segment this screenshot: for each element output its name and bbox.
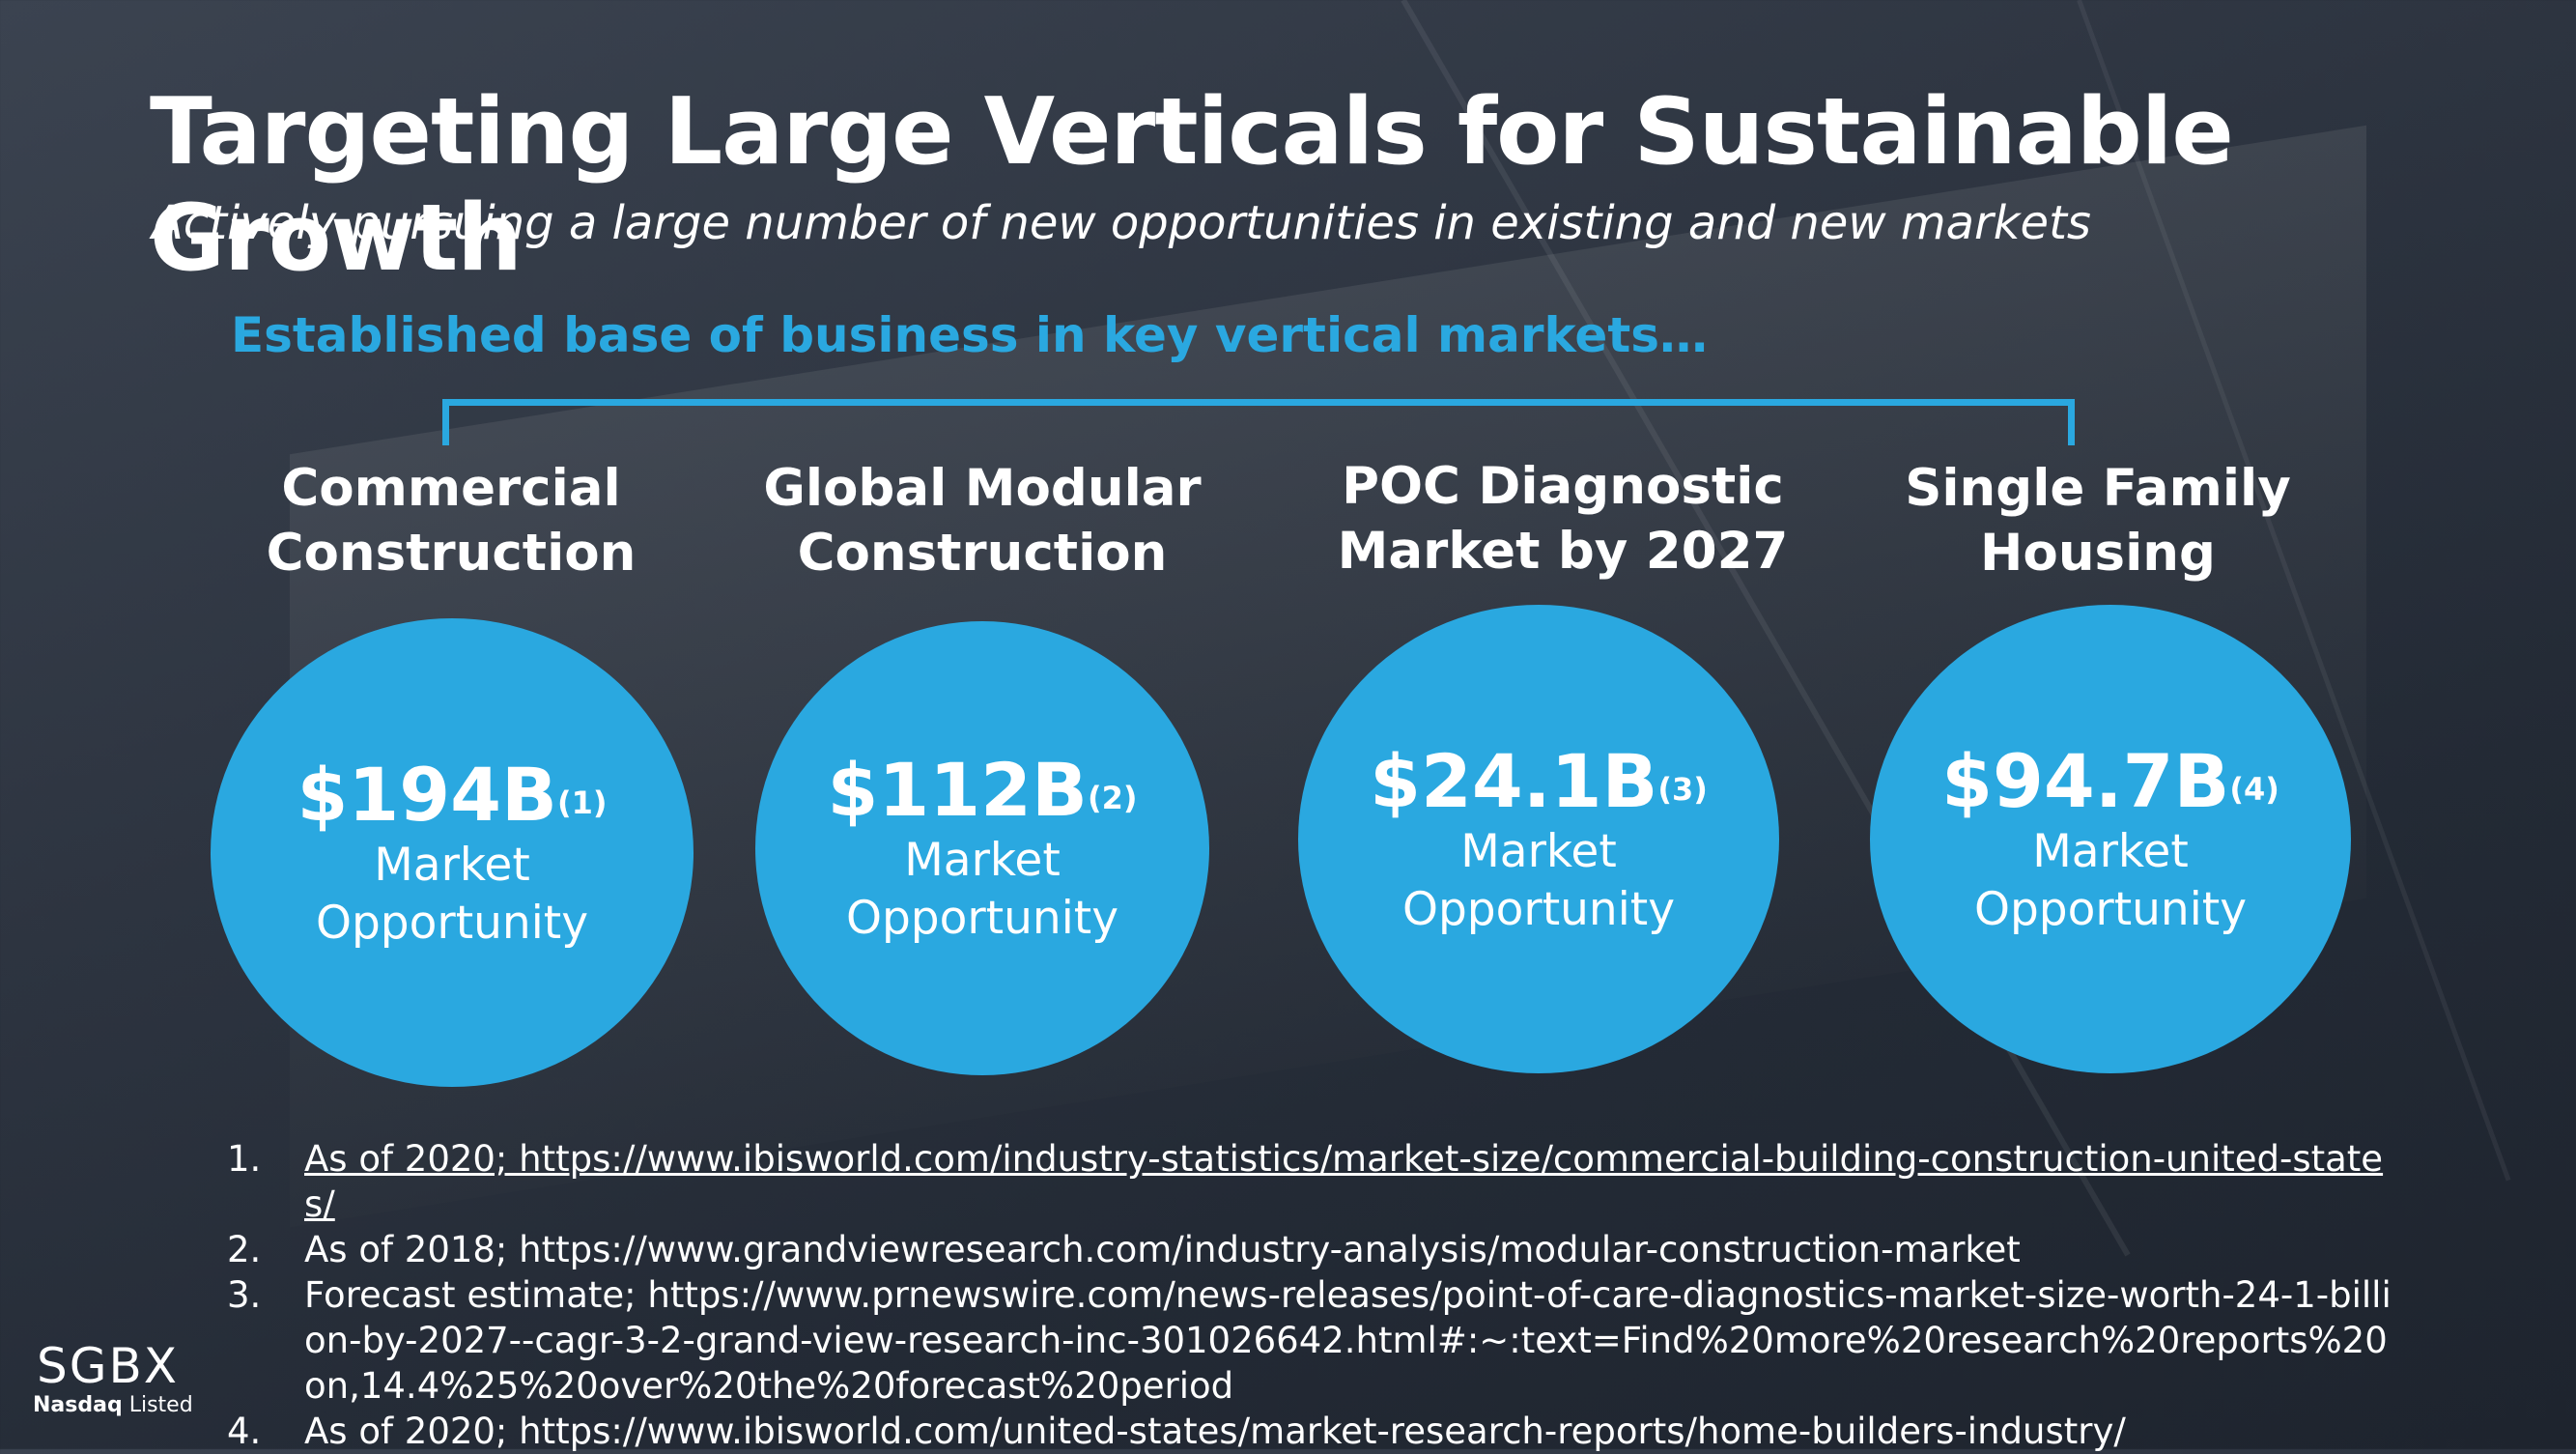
heading-line: Market by 2027	[1337, 522, 1789, 581]
market-label: Opportunity	[315, 896, 589, 950]
vertical-heading-commercial: Commercial Construction	[181, 456, 722, 585]
slide-subtitle: Actively pursuing a large number of new …	[152, 196, 2091, 250]
footnote-item[interactable]: 1. As of 2020; https://www.ibisworld.com…	[227, 1136, 2400, 1227]
footnote-number: 1.	[227, 1138, 262, 1180]
slide-title: Targeting Large Verticals for Sustainabl…	[150, 79, 2234, 292]
heading-line: Construction	[266, 524, 637, 583]
market-circle-commercial: $194B(1) Market Opportunity	[211, 618, 694, 1087]
footnote-item: 3. Forecast estimate; https://www.prnews…	[227, 1272, 2400, 1409]
market-amount: $24.1B(3)	[1370, 737, 1708, 824]
vertical-heading-housing: Single Family Housing	[1827, 456, 2368, 585]
footnote-ref: (4)	[2229, 770, 2279, 808]
footnote-item: 4. As of 2020; https://www.ibisworld.com…	[227, 1409, 2400, 1454]
footnote-ref: (2)	[1087, 780, 1138, 816]
vertical-heading-poc: POC Diagnostic Market by 2027	[1292, 454, 1833, 584]
footnote-ref: (3)	[1657, 770, 1708, 808]
market-label: Opportunity	[845, 892, 1119, 945]
company-logo: SGBX	[37, 1338, 180, 1394]
footnote-link[interactable]: As of 2020; https://www.ibisworld.com/in…	[304, 1138, 2384, 1225]
market-circle-modular: $112B(2) Market Opportunity	[755, 621, 1209, 1075]
market-label: Opportunity	[1401, 882, 1676, 936]
footnote-number: 2.	[227, 1229, 262, 1270]
logo-subtitle: Nasdaq Listed	[33, 1393, 193, 1417]
heading-line: Global Modular	[763, 459, 1202, 518]
market-amount: $112B(2)	[827, 747, 1138, 833]
market-label: Market	[374, 838, 530, 892]
footnote-ref: (1)	[556, 784, 608, 821]
market-amount: $94.7B(4)	[1941, 737, 2279, 824]
footnote-number: 4.	[227, 1411, 262, 1452]
footnote-number: 3.	[227, 1274, 262, 1316]
footnote-text: As of 2020; https://www.ibisworld.com/un…	[304, 1411, 2126, 1452]
heading-line: Housing	[1980, 524, 2216, 583]
market-amount: $194B(1)	[297, 751, 608, 838]
heading-line: Construction	[797, 524, 1168, 583]
footnote-text: As of 2018; https://www.grandviewresearc…	[304, 1229, 2021, 1270]
grouping-bracket	[442, 399, 2075, 445]
section-tagline: Established base of business in key vert…	[230, 307, 1708, 363]
market-circle-housing: $94.7B(4) Market Opportunity	[1870, 605, 2351, 1073]
market-circle-poc: $24.1B(3) Market Opportunity	[1298, 605, 1779, 1073]
heading-line: POC Diagnostic	[1342, 457, 1784, 516]
market-label: Opportunity	[1973, 882, 2248, 936]
market-label: Market	[904, 834, 1061, 887]
footnotes-list: 1. As of 2020; https://www.ibisworld.com…	[227, 1136, 2400, 1454]
footnote-text: Forecast estimate; https://www.prnewswir…	[304, 1274, 2392, 1407]
footnote-item: 2. As of 2018; https://www.grandviewrese…	[227, 1227, 2400, 1272]
market-label: Market	[1460, 824, 1617, 878]
market-label: Market	[2032, 824, 2189, 878]
heading-line: Single Family	[1905, 459, 2291, 518]
vertical-heading-modular: Global Modular Construction	[712, 456, 1253, 585]
heading-line: Commercial	[281, 459, 621, 518]
